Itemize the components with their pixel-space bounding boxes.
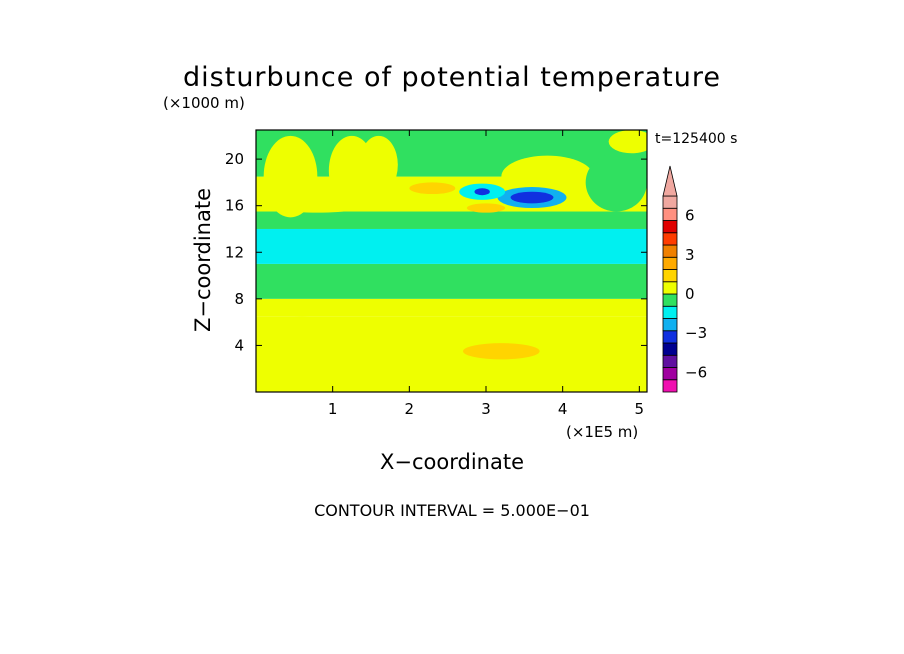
field-feature-10: [510, 191, 554, 204]
plot-frame: [255, 129, 648, 393]
colorbar-label-4: −6: [685, 363, 707, 381]
colorbar-box-13: [662, 220, 678, 234]
y-tick-label-4: 20: [225, 150, 244, 168]
colorbar-box-8: [662, 281, 678, 295]
contour-interval-note: CONTOUR INTERVAL = 5.000E−01: [314, 501, 590, 520]
y-tick-label-0: 4: [234, 336, 244, 354]
colorbar-label-1: 3: [685, 246, 695, 264]
field-feature-17: [608, 130, 647, 154]
field-feature-1: [263, 316, 341, 340]
field-band-1: [256, 298, 647, 317]
field-feature-0: [256, 325, 647, 382]
colorbar-box-10: [662, 256, 678, 270]
temperature-field: [256, 130, 647, 392]
colorbar-top-arrow: [662, 165, 678, 197]
colorbar-label-3: −3: [685, 324, 707, 342]
y-unit-label: (×1000 m): [163, 94, 245, 112]
field-feature-7: [466, 203, 506, 213]
field-feature-3: [256, 231, 425, 262]
field-feature-16: [585, 153, 647, 212]
colorbar-box-7: [662, 293, 678, 307]
x-axis-label: X−coordinate: [380, 450, 524, 474]
field-feature-6: [409, 182, 456, 195]
field-feature-15: [359, 135, 398, 195]
colorbar-box-9: [662, 269, 678, 283]
colorbar-box-4: [662, 330, 678, 344]
colorbar-box-6: [662, 305, 678, 319]
x-tick-label-1: 2: [405, 400, 415, 418]
field-band-4: [256, 211, 647, 229]
colorbar-box-15: [662, 195, 678, 209]
y-tick-label-3: 16: [225, 197, 244, 215]
colorbar-box-1: [662, 367, 678, 381]
y-axis-label: Z−coordinate: [191, 188, 215, 332]
field-feature-12: [474, 188, 490, 196]
chart-title: disturbunce of potential temperature: [183, 62, 721, 93]
colorbar: 6 3 0 −3 −6: [662, 165, 707, 393]
x-axis: 1 2 3 4 5: [328, 130, 644, 418]
x-tick-label-3: 4: [558, 400, 568, 418]
colorbar-box-3: [662, 342, 678, 356]
colorbar-box-11: [662, 244, 678, 258]
x-unit-label: (×1E5 m): [566, 423, 638, 441]
colorbar-box-14: [662, 207, 678, 221]
colorbar-box-5: [662, 318, 678, 332]
colorbar-label-2: 0: [685, 285, 695, 303]
y-tick-label-2: 12: [225, 243, 244, 261]
colorbar-label-0: 6: [685, 207, 695, 225]
x-tick-label-0: 1: [328, 400, 338, 418]
field-feature-13: [263, 135, 318, 218]
colorbar-box-12: [662, 232, 678, 246]
y-tick-label-1: 8: [234, 290, 244, 308]
field-band-2: [256, 263, 647, 299]
time-label: t=125400 s: [655, 131, 737, 147]
y-axis: 4 8 12 16 20: [225, 150, 647, 354]
x-tick-label-2: 3: [481, 400, 491, 418]
field-feature-8: [501, 155, 594, 198]
field-feature-2: [463, 343, 540, 360]
colorbar-box-0: [662, 379, 678, 393]
colorbar-box-2: [662, 354, 678, 368]
x-tick-label-4: 5: [635, 400, 645, 418]
field-feature-4: [555, 228, 647, 257]
